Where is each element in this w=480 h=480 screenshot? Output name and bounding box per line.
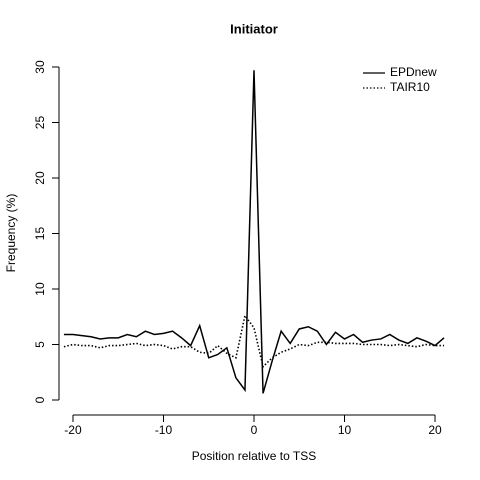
y-tick-label: 5	[33, 341, 47, 348]
series-line	[63, 70, 445, 394]
x-tick-label: 0	[251, 423, 258, 437]
x-tick-label: 10	[338, 423, 352, 437]
y-tick-label: 30	[33, 60, 47, 74]
x-tick-label: -20	[64, 423, 82, 437]
y-tick-label: 25	[33, 116, 47, 130]
legend-label: EPDnew	[390, 65, 437, 79]
y-tick-label: 0	[33, 396, 47, 403]
y-tick-label: 20	[33, 171, 47, 185]
x-axis-label: Position relative to TSS	[192, 449, 317, 463]
y-axis-label: Frequency (%)	[4, 194, 18, 273]
x-tick-label: -10	[155, 423, 173, 437]
chart-title: Initiator	[230, 21, 278, 36]
legend-label: TAIR10	[390, 80, 430, 94]
y-tick-label: 15	[33, 227, 47, 241]
y-tick-label: 10	[33, 282, 47, 296]
series-line	[63, 313, 445, 369]
x-tick-label: 20	[428, 423, 442, 437]
